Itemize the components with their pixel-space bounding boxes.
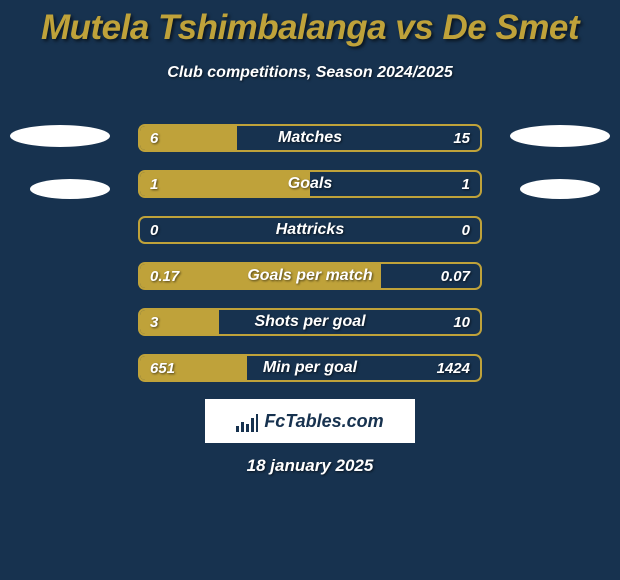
background (0, 0, 620, 580)
player-badge-placeholder (520, 179, 600, 199)
stat-value-right: 0.07 (441, 264, 470, 288)
stat-row: 310Shots per goal (138, 308, 482, 336)
stat-bar-fill (140, 264, 381, 288)
stat-value-right: 1424 (437, 356, 470, 380)
stat-value-right: 0 (462, 218, 470, 242)
player2-name: De Smet (442, 8, 579, 47)
stat-row: 11Goals (138, 170, 482, 198)
stat-value-right: 1 (462, 172, 470, 196)
stat-bar-fill (140, 172, 310, 196)
vs-separator: vs (395, 8, 433, 47)
player1-name: Mutela Tshimbalanga (41, 8, 386, 47)
stat-row: 6511424Min per goal (138, 354, 482, 382)
stat-bar-fill (140, 126, 237, 150)
fctables-logo: FcTables.com (205, 399, 415, 443)
stat-row: 0.170.07Goals per match (138, 262, 482, 290)
stat-value-right: 10 (453, 310, 470, 334)
stat-row: 615Matches (138, 124, 482, 152)
subtitle: Club competitions, Season 2024/2025 (0, 64, 620, 82)
bars-growth-icon (236, 410, 258, 432)
player-badge-placeholder (10, 125, 110, 147)
stat-row: 0 0Hattricks (138, 216, 482, 244)
player-badge-placeholder (510, 125, 610, 147)
stat-value-left: 0 (150, 218, 158, 242)
player-badge-placeholder (30, 179, 110, 199)
generation-date: 18 january 2025 (0, 456, 620, 476)
logo-text: FcTables.com (264, 411, 383, 432)
stat-value-right: 15 (453, 126, 470, 150)
stat-label: Hattricks (140, 218, 480, 242)
page-title: Mutela Tshimbalanga vs De Smet (0, 8, 620, 48)
stat-bar-fill (140, 356, 247, 380)
stat-bar-fill (140, 310, 219, 334)
